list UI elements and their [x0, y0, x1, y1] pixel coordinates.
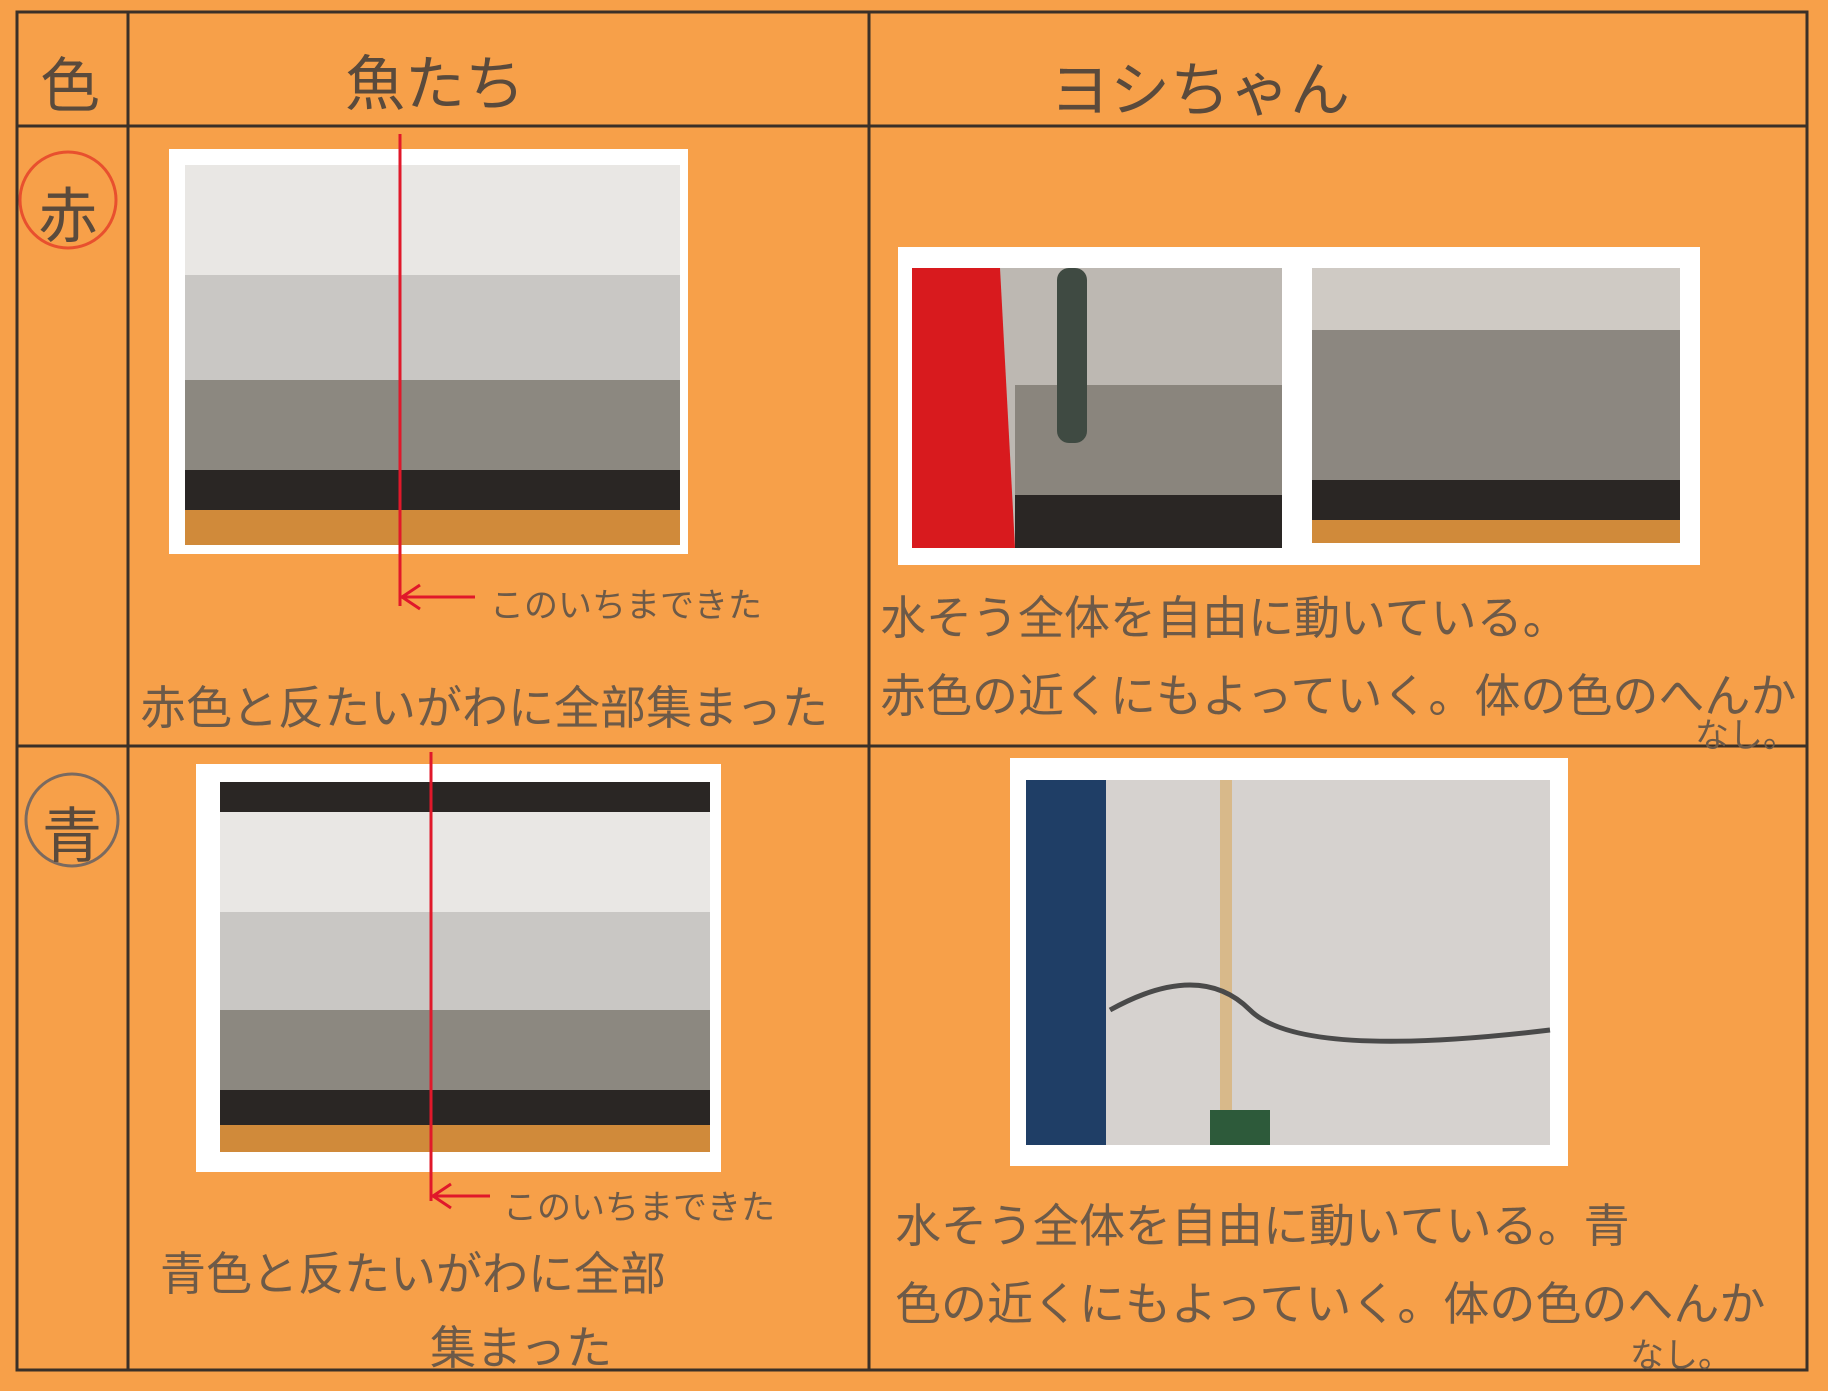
- photo: [898, 247, 1700, 565]
- border: [15, 10, 1809, 1372]
- note: 色の近くにもよっていく。体の色のへんか: [895, 1277, 1766, 1331]
- arrow: [399, 583, 475, 611]
- red-circle: [18, 150, 118, 250]
- marker-label: このいちまできた: [503, 1188, 775, 1228]
- row-label: 青: [42, 802, 102, 872]
- note: 水そう全体を自由に動いている。: [880, 591, 1569, 645]
- photo: [169, 149, 688, 554]
- marker-label: このいちまできた: [490, 586, 762, 626]
- note: なし。: [1695, 716, 1797, 756]
- corner-header: 色: [40, 52, 100, 122]
- note: 青色と反たいがわに全部: [160, 1247, 666, 1301]
- note: 赤色の近くにもよっていく。体の色のへんか: [880, 669, 1797, 723]
- row-label: 赤: [38, 182, 98, 252]
- note: 水そう全体を自由に動いている。青: [895, 1199, 1630, 1253]
- photo: [1010, 758, 1568, 1166]
- note: 赤色と反たいがわに全部集まった: [140, 681, 829, 735]
- photo: [196, 764, 721, 1172]
- note: 集まった: [430, 1321, 613, 1375]
- arrow: [430, 1182, 490, 1210]
- column-header: 魚たち: [345, 50, 525, 120]
- note: なし。: [1630, 1336, 1732, 1376]
- column-header: ヨシちゃん: [1050, 56, 1350, 126]
- blue-circle: [24, 772, 120, 868]
